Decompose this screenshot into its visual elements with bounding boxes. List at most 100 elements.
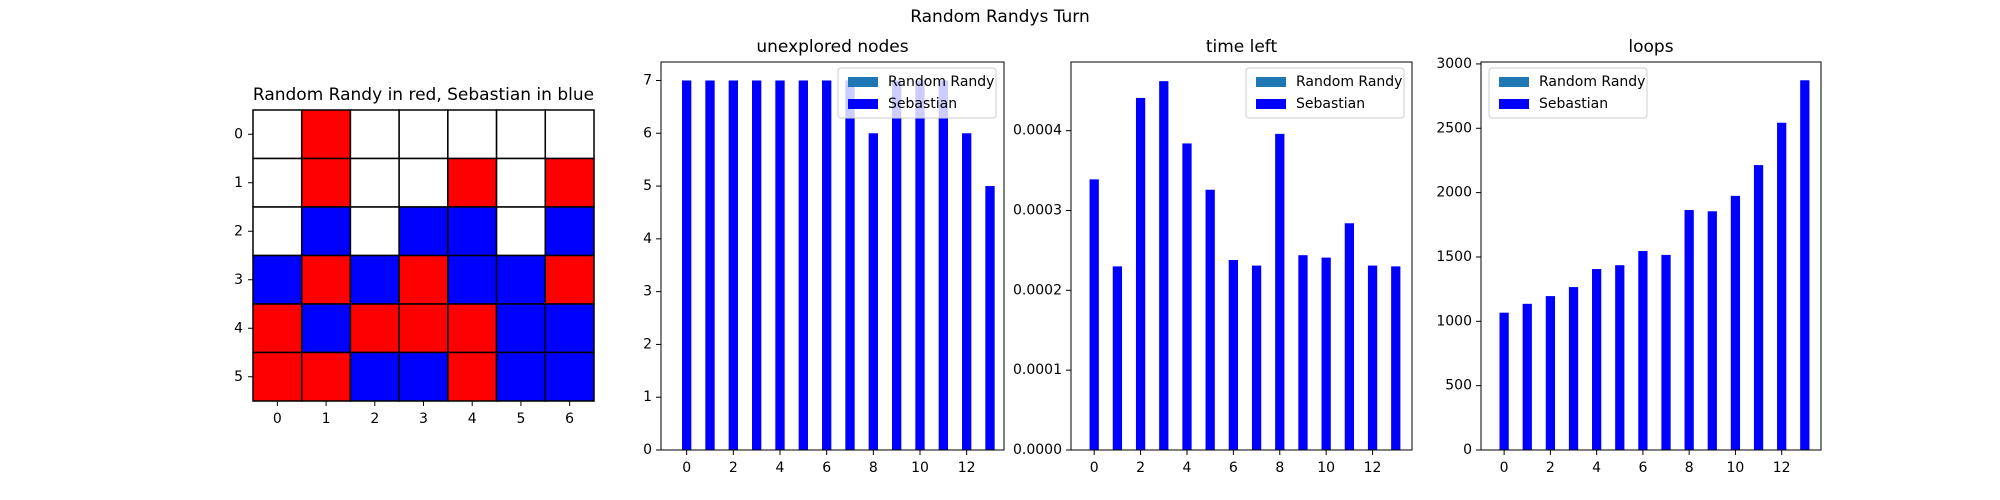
x-tick-label: 0 xyxy=(1500,460,1509,476)
x-tick-label: 8 xyxy=(1685,460,1694,476)
bar xyxy=(1545,296,1556,450)
y-tick-label: 0.0000 xyxy=(1013,442,1062,458)
cell xyxy=(252,303,303,354)
cell xyxy=(398,157,449,208)
cell xyxy=(447,303,498,354)
bar xyxy=(1522,303,1532,450)
x-tick-label: 5 xyxy=(516,411,525,427)
cell xyxy=(495,254,547,305)
x-tick-label: 10 xyxy=(911,460,929,476)
cell xyxy=(349,157,400,208)
y-tick-label: 5 xyxy=(643,178,652,194)
cell xyxy=(349,109,400,160)
bar xyxy=(1089,179,1099,450)
y-tick-label: 1 xyxy=(234,175,243,191)
bar xyxy=(1684,209,1694,450)
bar xyxy=(985,186,995,450)
y-tick-label: 0 xyxy=(643,442,652,458)
cell xyxy=(398,206,449,257)
cell xyxy=(300,109,352,160)
cell xyxy=(447,351,498,402)
cell xyxy=(495,303,547,354)
bar xyxy=(822,80,832,450)
bar xyxy=(1753,165,1764,450)
cell xyxy=(544,254,595,305)
x-tick-label: 2 xyxy=(1546,460,1555,476)
bar xyxy=(728,80,738,450)
legend-swatch xyxy=(848,77,878,87)
cell xyxy=(300,351,352,402)
x-tick-label: 3 xyxy=(419,411,428,427)
bar xyxy=(775,80,785,450)
cell xyxy=(300,303,352,354)
cell xyxy=(544,351,595,402)
bar xyxy=(845,80,855,450)
bar xyxy=(962,133,972,450)
y-tick-label: 2 xyxy=(234,223,243,239)
bar xyxy=(682,80,692,450)
axes-frame xyxy=(1480,61,1822,451)
x-tick-label: 8 xyxy=(869,460,878,476)
x-tick-label: 0 xyxy=(1090,460,1099,476)
x-tick-label: 2 xyxy=(729,460,738,476)
legend-swatch xyxy=(1499,77,1529,87)
cell xyxy=(398,303,449,354)
bar xyxy=(1159,81,1169,450)
x-tick-label: 12 xyxy=(958,460,976,476)
x-tick-label: 6 xyxy=(822,460,831,476)
axes-title: time left xyxy=(1206,37,1278,57)
y-tick-label: 1 xyxy=(643,389,652,405)
bar xyxy=(1391,266,1401,450)
bar xyxy=(1112,266,1123,450)
legend-label: Sebastian xyxy=(888,96,957,112)
x-tick-label: 0 xyxy=(682,460,691,476)
cell xyxy=(252,351,303,402)
bar xyxy=(1568,287,1579,450)
legend-label: Random Randy xyxy=(1296,74,1402,90)
cell xyxy=(300,254,352,305)
y-tick-label: 3 xyxy=(643,284,652,300)
bar xyxy=(1275,133,1285,450)
y-tick-label: 1500 xyxy=(1436,249,1472,265)
y-tick-label: 4 xyxy=(234,320,243,336)
bar xyxy=(1367,265,1378,450)
legend-label: Sebastian xyxy=(1539,96,1608,112)
y-tick-label: 7 xyxy=(643,72,652,88)
x-tick-label: 0 xyxy=(273,411,282,427)
y-tick-label: 0 xyxy=(1463,442,1472,458)
y-tick-label: 2 xyxy=(643,336,652,352)
y-tick-label: 0.0001 xyxy=(1013,362,1062,378)
legend-swatch xyxy=(1499,99,1529,109)
bar xyxy=(1251,265,1262,450)
legend-swatch xyxy=(1256,77,1286,87)
x-tick-label: 8 xyxy=(1275,460,1284,476)
cell xyxy=(398,109,449,160)
x-tick-label: 10 xyxy=(1727,460,1745,476)
x-tick-label: 6 xyxy=(1638,460,1647,476)
cell xyxy=(252,254,303,305)
y-tick-label: 3000 xyxy=(1436,56,1472,72)
cell xyxy=(252,157,303,208)
cell xyxy=(252,109,303,160)
x-tick-label: 6 xyxy=(565,411,574,427)
y-tick-label: 4 xyxy=(643,231,652,247)
bar xyxy=(1707,211,1717,450)
bar xyxy=(868,133,878,450)
figure-title: Random Randys Turn xyxy=(910,7,1090,27)
y-tick-label: 6 xyxy=(643,125,652,141)
cell xyxy=(544,206,595,257)
cell xyxy=(495,351,547,402)
x-tick-label: 4 xyxy=(1183,460,1192,476)
legend-label: Random Randy xyxy=(888,74,994,90)
y-tick-label: 0.0003 xyxy=(1013,202,1062,218)
y-tick-label: 1000 xyxy=(1436,313,1472,329)
bar xyxy=(915,80,925,450)
bar xyxy=(1800,80,1810,451)
cell xyxy=(447,109,498,160)
bar xyxy=(1298,255,1308,450)
axes-title: Random Randy in red, Sebastian in blue xyxy=(253,85,594,105)
bar xyxy=(1228,259,1239,450)
x-tick-label: 4 xyxy=(1592,460,1601,476)
bar xyxy=(1615,265,1625,450)
